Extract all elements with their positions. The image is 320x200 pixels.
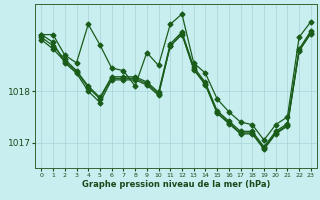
- X-axis label: Graphe pression niveau de la mer (hPa): Graphe pression niveau de la mer (hPa): [82, 180, 270, 189]
